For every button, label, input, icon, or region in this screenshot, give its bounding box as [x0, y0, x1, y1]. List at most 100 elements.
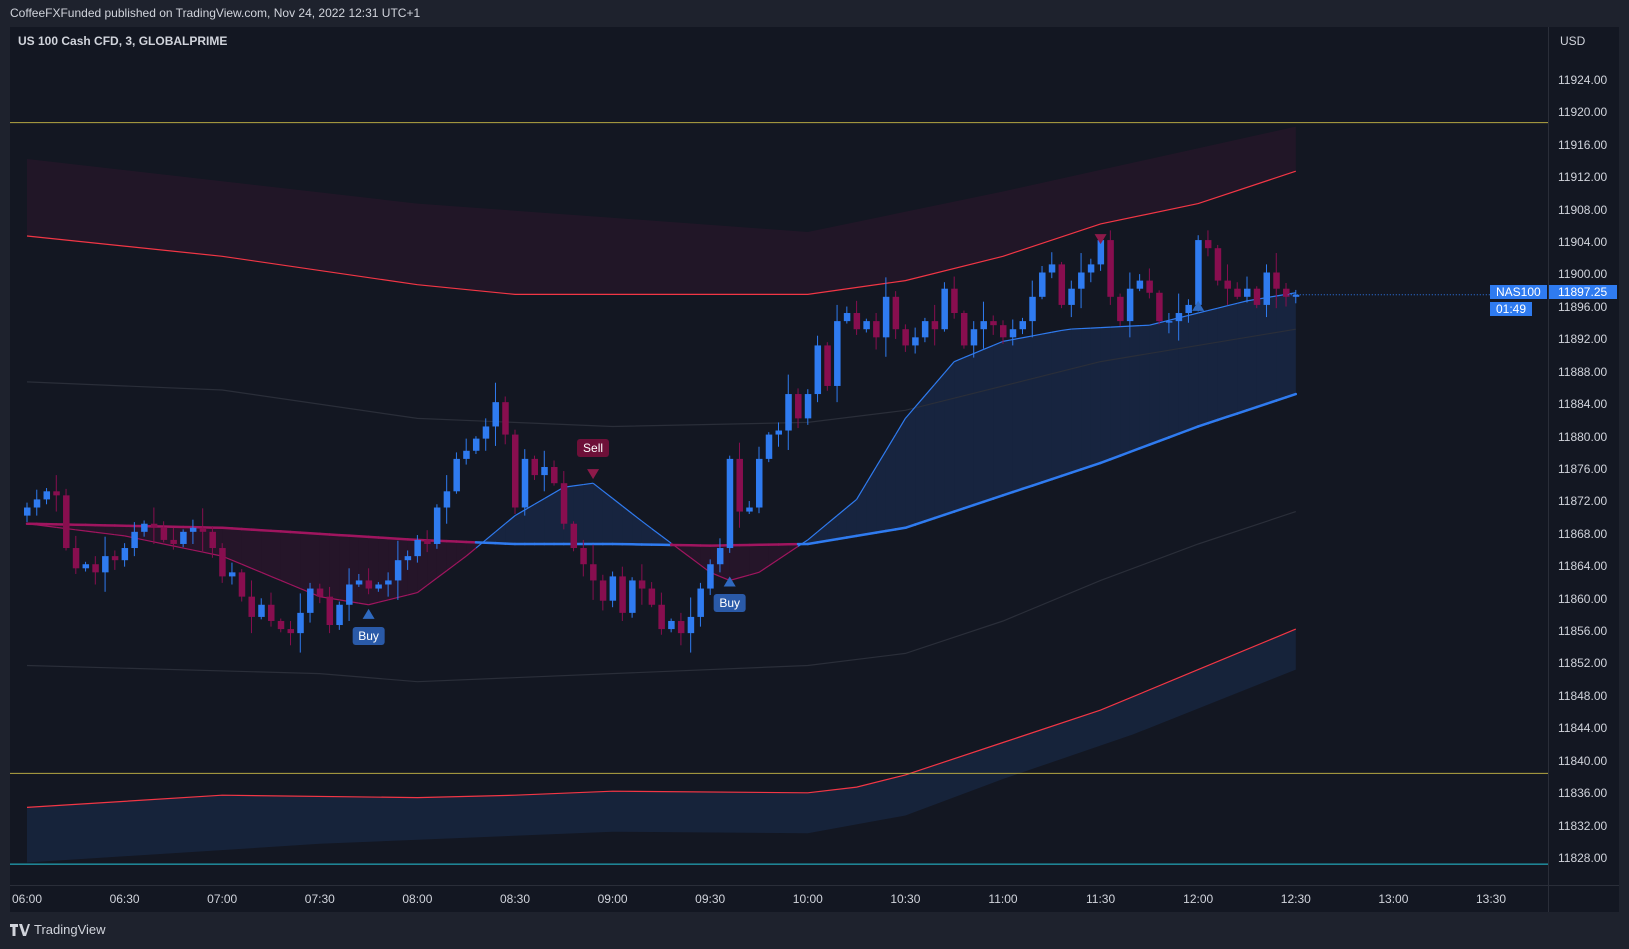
candle: [824, 342, 831, 391]
fast-ma-segment: [534, 498, 545, 505]
candle-body: [892, 296, 900, 330]
candle: [551, 460, 558, 486]
candle-body: [687, 616, 695, 634]
candle-body: [609, 576, 617, 601]
candle: [1087, 258, 1095, 283]
candle: [24, 502, 31, 523]
candle-body: [472, 438, 480, 451]
fast-ma-segment: [1227, 302, 1238, 307]
candle: [180, 529, 187, 548]
candle-body: [853, 313, 861, 330]
candle: [892, 291, 900, 339]
candle-body: [150, 523, 158, 528]
lower-band-line: [26, 628, 1297, 808]
fast-ma-segment: [192, 549, 203, 553]
tradingview-logo-icon: [10, 923, 30, 936]
candle-body: [873, 321, 880, 338]
ma-cloud-segment: [1227, 303, 1238, 417]
slow-ma-segment: [923, 516, 936, 523]
fast-ma-segment: [290, 583, 301, 590]
ma-cloud-segment: [885, 434, 896, 531]
candle: [609, 571, 617, 608]
price-tick-label: 11828.00: [1558, 850, 1608, 865]
candle-body: [111, 556, 119, 561]
fast-ma-segment: [1207, 307, 1218, 312]
fast-ma-segment: [1041, 331, 1052, 335]
candle-body: [102, 556, 109, 573]
slow-ma-segment: [845, 534, 858, 539]
chart-panel[interactable]: [10, 27, 1619, 912]
ma-cloud-segment: [105, 525, 115, 535]
candle-body: [843, 313, 851, 322]
candle: [990, 315, 997, 335]
candle: [385, 572, 392, 597]
ma-cloud-segment: [310, 533, 320, 597]
candle: [882, 277, 890, 357]
candle: [1204, 230, 1212, 257]
current-price: 11897.25: [1558, 285, 1608, 299]
fast-ma-segment: [378, 599, 389, 603]
candle-body: [970, 329, 978, 346]
slow-ma-segment: [1128, 447, 1141, 454]
ma-cloud-segment: [368, 536, 379, 605]
fast-ma-segment: [875, 450, 887, 468]
price-tick-label: 11924.00: [1558, 73, 1608, 87]
candle: [1126, 272, 1134, 338]
fast-ma-segment: [983, 344, 994, 351]
ma-cloud-segment: [1266, 296, 1277, 404]
candle-body: [1029, 296, 1036, 322]
slow-ma-segment: [259, 528, 273, 533]
fast-ma-segment: [807, 531, 818, 541]
time-tick-label: 12:30: [1280, 892, 1311, 906]
candle: [599, 574, 607, 611]
candle: [72, 535, 80, 574]
fast-ma-segment: [612, 497, 623, 507]
fast-ma-segment: [680, 549, 692, 559]
candle: [111, 550, 119, 570]
slow-ma-segment: [377, 536, 390, 540]
candle-body: [1243, 288, 1251, 297]
candle-body: [765, 434, 773, 459]
candle: [1273, 253, 1280, 309]
slow-ma-segment: [1050, 474, 1063, 481]
candle: [902, 324, 909, 352]
candle: [726, 455, 734, 553]
candle-body: [1224, 280, 1231, 289]
candle: [463, 438, 470, 465]
lower-cloud-fill: [27, 629, 1296, 863]
candle: [736, 442, 743, 528]
fast-ma-segment: [183, 547, 194, 551]
candle: [394, 540, 402, 600]
slow-ma-segment: [1070, 468, 1083, 474]
candle-body: [1019, 321, 1027, 330]
candle: [443, 475, 451, 524]
candle: [248, 580, 255, 634]
candle: [921, 317, 929, 343]
ma-cloud-segment: [1090, 327, 1101, 467]
candle: [1136, 274, 1144, 292]
slow-ma-segment: [884, 528, 897, 533]
candle: [326, 586, 334, 634]
candle-body: [999, 325, 1007, 338]
fast-ma-segment: [1198, 310, 1209, 314]
time-tick-label: 08:00: [402, 892, 433, 906]
candle: [433, 504, 441, 549]
ma-cloud-segment: [1100, 327, 1111, 463]
candle-body: [785, 394, 792, 431]
ma-cloud-segment: [1022, 335, 1033, 489]
ma-cloud-segment: [729, 545, 740, 581]
tradingview-footer[interactable]: TradingView: [10, 922, 106, 937]
candle-body: [863, 321, 870, 330]
slow-ma-segment: [826, 537, 839, 542]
ma-cloud-segment: [427, 540, 437, 586]
ma-cloud-segment: [358, 536, 369, 605]
price-tick-label: 11896.00: [1558, 299, 1608, 314]
slow-ma-segment: [1177, 428, 1190, 436]
candle-body: [375, 584, 382, 589]
candle-body: [53, 491, 60, 496]
fast-ma-segment: [241, 563, 252, 569]
ma-cloud-segment: [397, 538, 408, 598]
ma-cloud-segment: [632, 513, 642, 545]
candle: [1283, 283, 1290, 307]
